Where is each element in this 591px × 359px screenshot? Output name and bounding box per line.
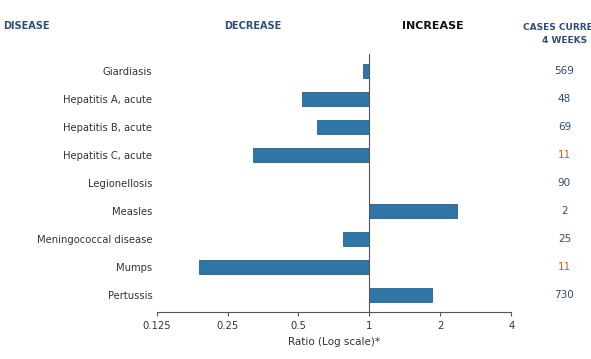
Text: 48: 48	[558, 94, 571, 104]
Text: DECREASE: DECREASE	[224, 20, 281, 31]
Bar	[199, 260, 369, 274]
X-axis label: Ratio (Log scale)*: Ratio (Log scale)*	[288, 337, 380, 347]
Bar	[369, 204, 457, 218]
Text: 25: 25	[558, 234, 571, 244]
Text: CASES CURRENT: CASES CURRENT	[522, 23, 591, 32]
Bar	[363, 64, 369, 78]
Text: 11: 11	[558, 150, 571, 160]
Text: 90: 90	[558, 178, 571, 188]
Bar	[343, 232, 369, 246]
Bar	[317, 120, 369, 134]
Text: DISEASE: DISEASE	[3, 20, 50, 31]
Bar	[369, 288, 433, 303]
Bar	[253, 148, 369, 162]
Text: INCREASE: INCREASE	[402, 20, 464, 31]
Text: 11: 11	[558, 262, 571, 272]
Text: 730: 730	[554, 290, 574, 300]
Bar	[303, 92, 369, 106]
Text: 4 WEEKS: 4 WEEKS	[542, 36, 587, 45]
Text: 2: 2	[561, 206, 568, 216]
Text: 569: 569	[554, 66, 574, 76]
Text: 69: 69	[558, 122, 571, 132]
